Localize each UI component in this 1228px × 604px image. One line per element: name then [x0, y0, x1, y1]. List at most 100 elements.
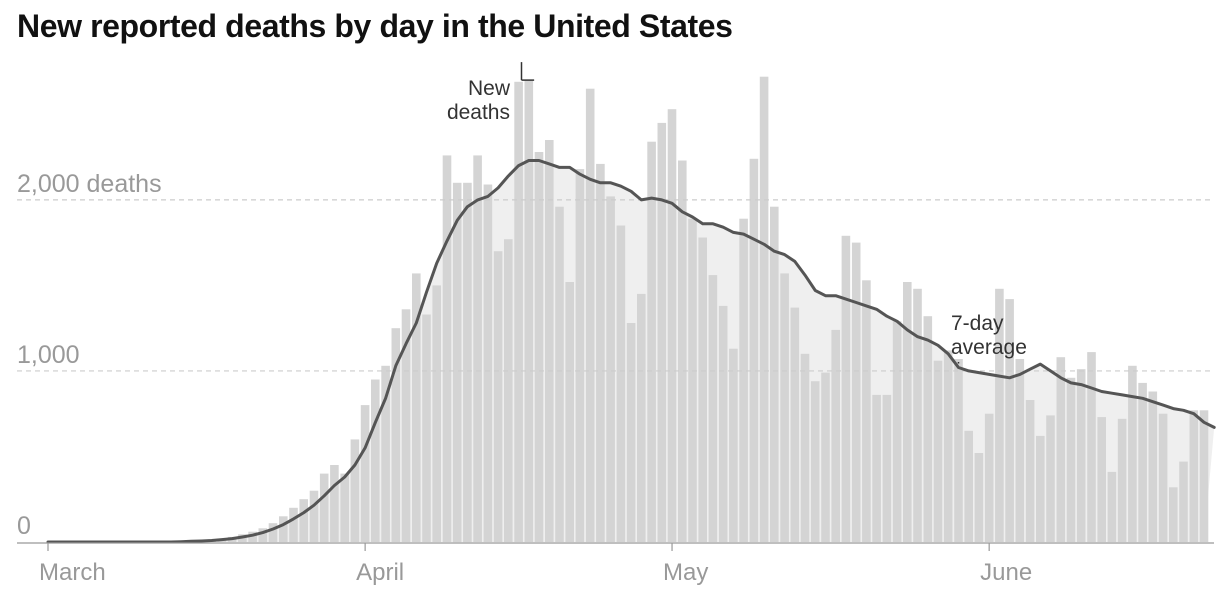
bar-new-deaths — [575, 169, 585, 542]
bar-new-deaths — [1066, 377, 1076, 542]
bar-new-deaths — [657, 122, 667, 543]
bar-new-deaths — [974, 453, 984, 542]
bar-new-deaths — [923, 316, 933, 542]
anno-layer: New deaths 7-day average — [447, 62, 1027, 364]
bar-new-deaths — [452, 182, 462, 543]
bar-new-deaths — [790, 307, 800, 542]
bar-new-deaths — [473, 155, 482, 542]
bar-new-deaths — [698, 237, 707, 542]
bar-new-deaths — [340, 473, 349, 542]
bar-new-deaths — [289, 507, 298, 542]
bar-new-deaths — [545, 140, 554, 542]
bar-new-deaths — [1138, 382, 1147, 542]
bar-new-deaths — [381, 365, 390, 542]
bar-new-deaths — [1128, 365, 1137, 542]
bar-new-deaths — [1117, 418, 1127, 542]
bar-new-deaths — [268, 523, 278, 542]
y-tick-label: 2,000 deaths — [17, 170, 162, 198]
bar-new-deaths — [667, 109, 677, 542]
bar-new-deaths — [350, 439, 360, 542]
bars-layer — [48, 76, 1215, 543]
bar-new-deaths — [647, 141, 656, 542]
bar-new-deaths — [534, 152, 544, 542]
bar-new-deaths — [800, 353, 810, 542]
bar-new-deaths — [810, 381, 820, 542]
bar-new-deaths — [391, 328, 401, 542]
bar-new-deaths — [1046, 415, 1055, 542]
bar-new-deaths — [892, 321, 902, 542]
bar-new-deaths — [821, 372, 830, 542]
bar-new-deaths — [360, 405, 370, 542]
bar-new-deaths — [555, 206, 564, 542]
bar-new-deaths — [1076, 369, 1086, 542]
bar-new-deaths — [1025, 400, 1035, 542]
bar-new-deaths — [780, 273, 789, 542]
grid-layer — [17, 199, 1214, 372]
bar-new-deaths — [872, 394, 881, 542]
bar-new-deaths — [422, 314, 431, 542]
bar-new-deaths — [1056, 357, 1066, 542]
bar-new-deaths — [759, 76, 769, 542]
bar-new-deaths — [903, 282, 912, 542]
bar-new-deaths — [637, 293, 646, 542]
bar-new-deaths — [432, 285, 441, 542]
bar-new-deaths — [330, 465, 339, 542]
bar-new-deaths — [1199, 410, 1209, 542]
y-tick-label: 0 — [17, 512, 31, 540]
bar-new-deaths — [1015, 359, 1025, 542]
bar-new-deaths — [371, 379, 380, 542]
bar-new-deaths — [718, 305, 728, 542]
x-tick-label: June — [980, 559, 1032, 586]
bar-new-deaths — [984, 413, 994, 542]
bar-new-deaths — [729, 348, 738, 542]
bar-new-deaths — [913, 288, 922, 542]
xaxis-layer: March April May June — [17, 542, 1214, 586]
bar-new-deaths — [678, 160, 687, 542]
bar-new-deaths — [688, 218, 697, 542]
bar-new-deaths — [493, 251, 503, 542]
bar-new-deaths — [565, 282, 574, 542]
bar-new-deaths — [862, 280, 871, 542]
bar-new-deaths — [412, 273, 421, 542]
chart-title: New reported deaths by day in the United… — [17, 8, 733, 44]
bar-new-deaths — [882, 394, 892, 542]
bar-new-deaths — [995, 288, 1004, 542]
bar-new-deaths — [626, 323, 636, 542]
bar-new-deaths — [1087, 352, 1096, 542]
bar-new-deaths — [585, 88, 595, 542]
bar-new-deaths — [943, 350, 953, 542]
bar-new-deaths — [749, 158, 759, 543]
bar-new-deaths — [248, 531, 257, 542]
bar-new-deaths — [954, 359, 963, 542]
bar-new-deaths — [596, 163, 605, 542]
bar-new-deaths — [1036, 435, 1045, 542]
bar-new-deaths — [514, 81, 523, 543]
bar-new-deaths — [739, 218, 748, 542]
bar-new-deaths — [1158, 413, 1168, 542]
bar-new-deaths — [841, 235, 851, 543]
annotation-7-day-average: 7-day average — [951, 312, 1027, 359]
x-tick-label: March — [39, 559, 106, 586]
bar-new-deaths — [964, 430, 973, 542]
bar-new-deaths — [319, 473, 329, 542]
bar-new-deaths — [1097, 417, 1106, 542]
bar-new-deaths — [258, 528, 268, 542]
bar-new-deaths — [1189, 410, 1199, 542]
bar-new-deaths — [1169, 487, 1178, 542]
bar-new-deaths — [401, 309, 411, 542]
bar-new-deaths — [851, 242, 861, 542]
bar-new-deaths — [933, 360, 943, 542]
bar-new-deaths — [524, 80, 534, 542]
bar-new-deaths — [606, 196, 615, 542]
average-line — [46, 159, 1216, 544]
bar-new-deaths — [463, 182, 472, 543]
bar-new-deaths — [1107, 471, 1117, 542]
bar-new-deaths — [442, 155, 452, 542]
line-layer — [46, 159, 1216, 544]
bar-new-deaths — [504, 239, 513, 542]
x-tick-label: April — [356, 559, 404, 586]
bar-new-deaths — [831, 329, 840, 542]
bar-new-deaths — [279, 516, 288, 542]
bar-new-deaths — [1005, 299, 1014, 542]
